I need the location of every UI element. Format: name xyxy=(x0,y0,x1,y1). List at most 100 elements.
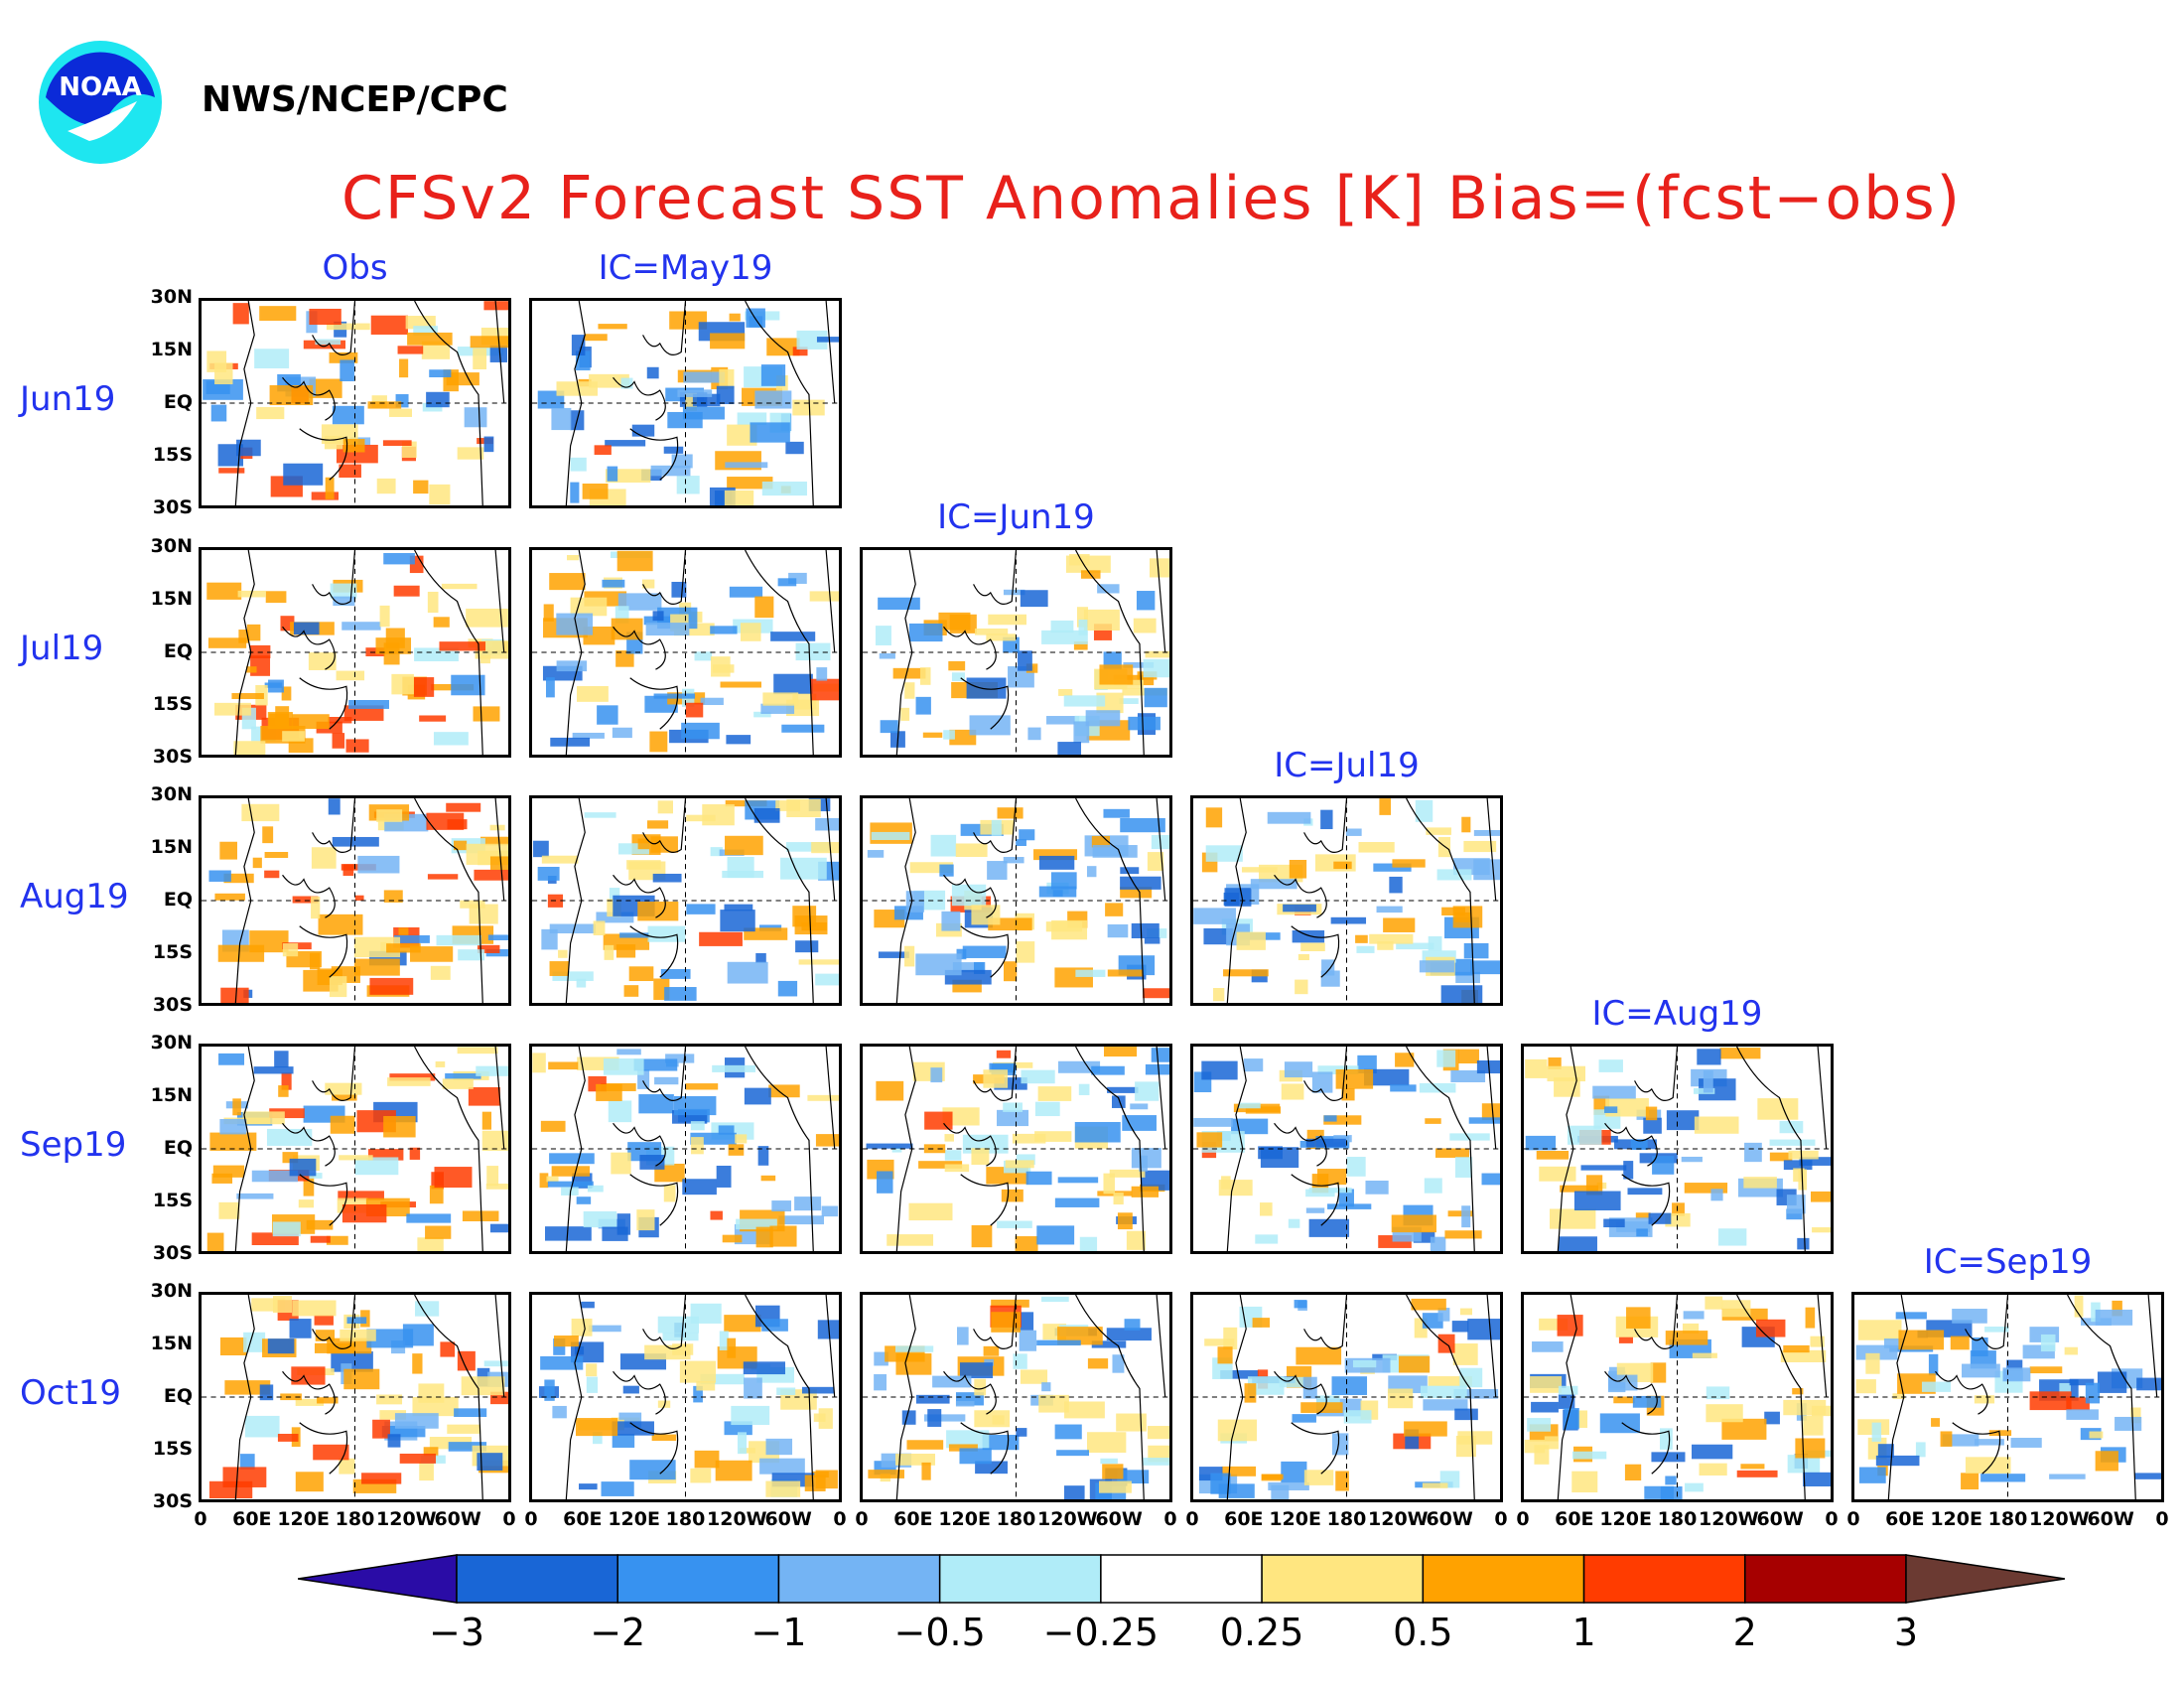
map-panel xyxy=(860,1044,1172,1254)
colorbar-segment xyxy=(1261,1554,1425,1604)
coastlines xyxy=(565,798,836,1003)
lon-tick-label: 60W xyxy=(1756,1508,1804,1530)
column-header: IC=Jun19 xyxy=(937,497,1095,537)
map-panel xyxy=(199,547,511,758)
coastlines xyxy=(234,1047,505,1251)
lat-tick-label: 15S xyxy=(152,1190,193,1211)
map-panel xyxy=(1190,795,1503,1006)
anomaly-cells xyxy=(206,1047,508,1251)
map-panel xyxy=(1190,1044,1503,1254)
anomaly-field xyxy=(1193,1047,1500,1251)
map-panel xyxy=(529,298,842,508)
lon-tick-label: 120E xyxy=(277,1508,330,1530)
anomaly-field xyxy=(1854,1295,2161,1499)
anomaly-cells xyxy=(1525,1048,1831,1251)
anomaly-field xyxy=(863,550,1169,755)
lon-tick-label: 60W xyxy=(1095,1508,1143,1530)
colorbar-tick-label: −1 xyxy=(751,1611,807,1654)
map-panel xyxy=(199,1292,511,1502)
lat-tick-label: 15S xyxy=(152,1438,193,1460)
map-panel xyxy=(199,1044,511,1254)
lon-tick-label: 0 xyxy=(502,1508,516,1530)
lon-tick-label: 60E xyxy=(1224,1508,1264,1530)
anomaly-field xyxy=(1193,1295,1500,1499)
colorbar-segment xyxy=(616,1554,780,1604)
coastlines xyxy=(234,1295,505,1499)
lon-tick-label: 120W xyxy=(2029,1508,2090,1530)
colorbar-segment xyxy=(1744,1554,1907,1604)
colorbar-tick-label: −2 xyxy=(590,1611,646,1654)
lat-tick-label: EQ xyxy=(163,640,193,662)
lat-tick-label: 15N xyxy=(150,588,193,610)
column-header: IC=Jul19 xyxy=(1274,746,1420,785)
lat-tick-label: 15S xyxy=(152,444,193,466)
lon-tick-label: 180 xyxy=(1657,1508,1698,1530)
lat-tick-label: 30N xyxy=(150,1032,193,1054)
lon-tick-label: 0 xyxy=(1825,1508,1839,1530)
colorbar-tick-label: 1 xyxy=(1571,1611,1596,1654)
colorbar-tick-label: 2 xyxy=(1732,1611,1757,1654)
lon-tick-label: 60W xyxy=(1426,1508,1473,1530)
anomaly-field xyxy=(532,301,839,505)
row-label: Sep19 xyxy=(20,1125,127,1165)
lat-tick-label: 30S xyxy=(152,1490,193,1512)
coastlines xyxy=(234,798,505,1003)
lon-tick-label: 0 xyxy=(1494,1508,1508,1530)
lon-tick-label: 60E xyxy=(232,1508,272,1530)
page-title: CFSv2 Forecast SST Anomalies [K] Bias=(f… xyxy=(341,164,1963,233)
lat-tick-label: EQ xyxy=(163,1385,193,1407)
lon-tick-label: 0 xyxy=(1185,1508,1199,1530)
lon-tick-label: 60E xyxy=(893,1508,933,1530)
anomaly-cells xyxy=(868,1296,1169,1499)
lon-tick-label: 60W xyxy=(764,1508,812,1530)
lat-tick-label: 30S xyxy=(152,994,193,1016)
anomaly-field xyxy=(863,1047,1169,1251)
lon-tick-label: 0 xyxy=(1846,1508,1860,1530)
coastlines xyxy=(234,301,505,505)
colorbar-low-extension xyxy=(298,1554,458,1604)
lon-tick-label: 120W xyxy=(376,1508,437,1530)
map-panel xyxy=(1521,1044,1834,1254)
colorbar-high-extension xyxy=(1905,1554,2065,1604)
anomaly-cells xyxy=(1524,1296,1831,1499)
column-header: IC=Aug19 xyxy=(1591,994,1763,1034)
coastlines xyxy=(1226,798,1497,1003)
coastlines xyxy=(565,1047,836,1251)
agency-label: NWS/NCEP/CPC xyxy=(202,79,508,120)
coastlines xyxy=(1226,1047,1497,1251)
colorbar-segment xyxy=(1582,1554,1746,1604)
colorbar-segment xyxy=(1422,1554,1585,1604)
colorbar-segments xyxy=(298,1554,2065,1604)
coastlines xyxy=(895,1047,1166,1251)
anomaly-field xyxy=(532,550,839,755)
lon-tick-label: 60E xyxy=(563,1508,603,1530)
lon-tick-label: 120E xyxy=(608,1508,660,1530)
colorbar xyxy=(298,1554,2065,1604)
lon-tick-label: 60W xyxy=(2087,1508,2134,1530)
colorbar-segment xyxy=(456,1554,618,1604)
anomaly-cells xyxy=(1198,1298,1500,1499)
lon-tick-label: 120W xyxy=(1699,1508,1759,1530)
colorbar-segment xyxy=(1100,1554,1263,1604)
anomaly-cells xyxy=(538,1301,839,1497)
anomaly-field xyxy=(863,1295,1169,1499)
anomaly-field xyxy=(202,1047,508,1251)
map-panel xyxy=(860,1292,1172,1502)
lon-tick-label: 120W xyxy=(707,1508,767,1530)
lon-tick-label: 0 xyxy=(524,1508,538,1530)
lat-tick-label: 15N xyxy=(150,1084,193,1106)
logo-text: NOAA xyxy=(59,72,141,102)
lat-tick-label: EQ xyxy=(163,1137,193,1159)
lat-tick-label: 30N xyxy=(150,535,193,557)
coastlines xyxy=(565,301,836,505)
lat-tick-label: 30S xyxy=(152,496,193,518)
lon-tick-label: 60E xyxy=(1885,1508,1925,1530)
lon-tick-label: 180 xyxy=(1326,1508,1367,1530)
column-header: IC=Sep19 xyxy=(1923,1242,2093,1282)
map-panel xyxy=(860,795,1172,1006)
lon-tick-label: 120E xyxy=(1930,1508,1982,1530)
lat-tick-label: EQ xyxy=(163,391,193,413)
lon-tick-label: 180 xyxy=(996,1508,1036,1530)
lat-tick-label: 15N xyxy=(150,836,193,858)
lon-tick-label: 0 xyxy=(855,1508,869,1530)
